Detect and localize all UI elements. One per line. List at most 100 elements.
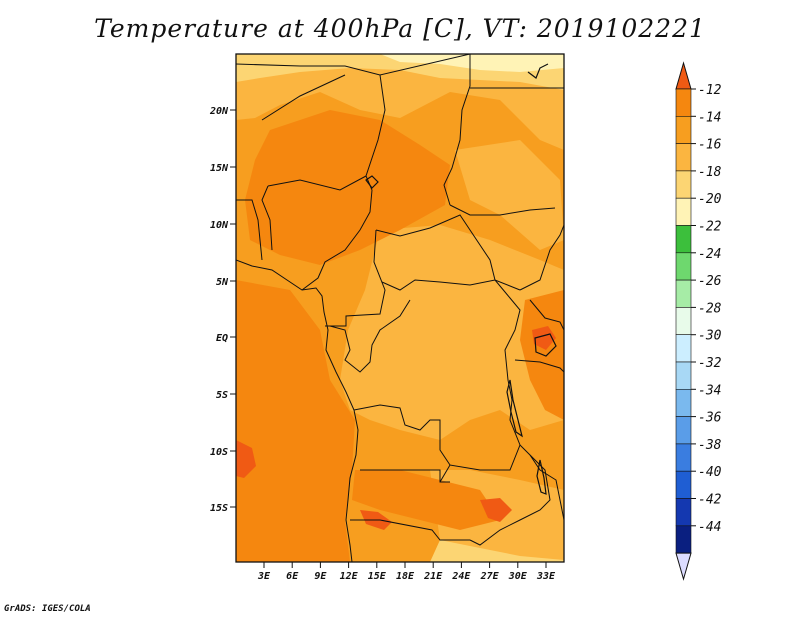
lat-label: 15S: [210, 503, 228, 514]
lat-label: 15N: [210, 163, 229, 174]
lon-label: 6E: [286, 571, 299, 582]
border-zambia-east: [439, 444, 551, 546]
colorbar-segment: [675, 88, 692, 117]
border-sahara-algeria: [236, 54, 471, 76]
lake-chad: [365, 175, 379, 189]
colorbar-label: -44: [698, 520, 721, 535]
colorbar-label: -14: [698, 110, 721, 125]
colorbar-label: -30: [698, 329, 722, 344]
border-mali-niger: [261, 74, 346, 121]
lat-label: 10S: [210, 447, 228, 458]
colorbar-label: -32: [698, 356, 722, 371]
border-drc-east: [494, 279, 521, 446]
colorbar-label: -38: [698, 438, 722, 453]
lon-label: 27E: [480, 571, 500, 582]
colorbar-segment: [675, 443, 692, 472]
colorbar-segment: [675, 197, 692, 226]
colorbar-segment: [675, 361, 692, 390]
colorbar-label: -34: [698, 383, 721, 398]
border-nigeria-cameroon: [301, 189, 373, 291]
border-westafrica: [236, 185, 273, 261]
lon-label: 9E: [314, 571, 327, 582]
border-angola-namibia: [350, 519, 470, 541]
field-patch-12-southeast: [480, 498, 512, 522]
border-nigeria-north: [267, 175, 367, 191]
border-angola-zambia: [360, 469, 450, 483]
colorbar-segment: [675, 498, 692, 527]
border-tanzania: [514, 359, 564, 373]
lat-label: 5N: [216, 277, 229, 288]
border-niger-chad: [365, 74, 386, 191]
lat-label: 20N: [209, 106, 229, 117]
colorbar-segment: [675, 116, 692, 144]
lon-label: 24E: [451, 571, 471, 582]
political-boundaries: [236, 54, 564, 562]
grads-credit: GrADS: IGES/COLA: [4, 604, 91, 614]
field-region-14-sahel: [245, 110, 450, 265]
lon-label: 30E: [508, 571, 528, 582]
colorbar-segment: [675, 252, 692, 281]
colorbar: -12 -14 -16 -18 -20 -22 -24 -26 -28 -30 -32 -34 -36 -…: [675, 61, 722, 581]
temperature-field: [236, 54, 564, 562]
field-patch-12-east: [532, 326, 556, 350]
lon-label: 3E: [257, 571, 271, 582]
colorbar-segment: [675, 334, 692, 363]
lat-label: 5S: [216, 390, 228, 401]
colorbar-label: -36: [698, 411, 722, 426]
colorbar-label: -22: [698, 220, 722, 235]
colorbar-segment: [675, 225, 692, 254]
border-cameroon-congo: [325, 229, 386, 327]
border-malawi-mozambique: [529, 454, 564, 521]
colorbar-label: -28: [698, 301, 722, 316]
colorbar-label: -18: [698, 165, 722, 180]
border-drc-angola: [353, 404, 451, 466]
colorbar-segment: [675, 470, 692, 499]
chart-title: Temperature at 400hPa [C], VT: 201910222…: [94, 14, 706, 43]
lat-label: 10N: [210, 220, 229, 231]
colorbar-label: -20: [698, 192, 722, 207]
border-libya-chad: [443, 54, 471, 206]
colorbar-segment: [675, 279, 692, 308]
colorbar-segment: [675, 388, 692, 417]
border-uganda-kenya: [529, 299, 564, 331]
longitude-axis: 3E 6E 9E 12E 15E 18E 21E 24E 27E 30E 33E: [257, 562, 556, 582]
lon-label: 12E: [340, 571, 359, 582]
colorbar-bottom-arrow: [675, 552, 692, 581]
field-region-18-east: [455, 140, 564, 250]
colorbar-label: -40: [698, 465, 722, 480]
lon-label: 33E: [536, 571, 556, 582]
lon-label: 18E: [396, 571, 415, 582]
colorbar-label: -12: [698, 83, 722, 98]
colorbar-label: -16: [698, 138, 722, 153]
colorbar-segment: [675, 416, 692, 445]
colorbar-label: -26: [698, 274, 722, 289]
coastline-west: [236, 259, 359, 562]
colorbar-segment: [675, 307, 692, 335]
field-region-20-south: [430, 540, 564, 562]
colorbar-segment: [675, 143, 692, 172]
lake-victoria: [534, 333, 557, 357]
colorbar-segment: [675, 525, 692, 554]
colorbar-label: -24: [698, 247, 721, 262]
lake-malawi: [536, 459, 547, 495]
field-region-14-atlantic: [236, 280, 355, 562]
lake-tanganyika: [506, 379, 523, 438]
lakes: [365, 63, 557, 495]
lat-label: EQ: [216, 333, 228, 344]
field-region-22-north: [380, 54, 564, 72]
lon-label: 15E: [368, 571, 387, 582]
field-region-14-south: [352, 470, 500, 530]
colorbar-top-arrow: [675, 61, 692, 90]
nile-river-segment: [527, 63, 549, 79]
colorbar-label: -42: [698, 493, 722, 508]
colorbar-segment: [675, 170, 692, 199]
map-frame: [235, 53, 565, 563]
latitude-axis: 20N 15N 10N 5N EQ 5S 10S 15S: [209, 106, 236, 514]
field-patch-12-west: [236, 440, 256, 478]
border-gabon-congo: [329, 299, 411, 373]
border-sudan-southsudan: [449, 204, 556, 216]
border-sudan-ethiopia: [519, 224, 564, 291]
border-chad-car: [375, 214, 496, 281]
lon-label: 21E: [423, 571, 443, 582]
